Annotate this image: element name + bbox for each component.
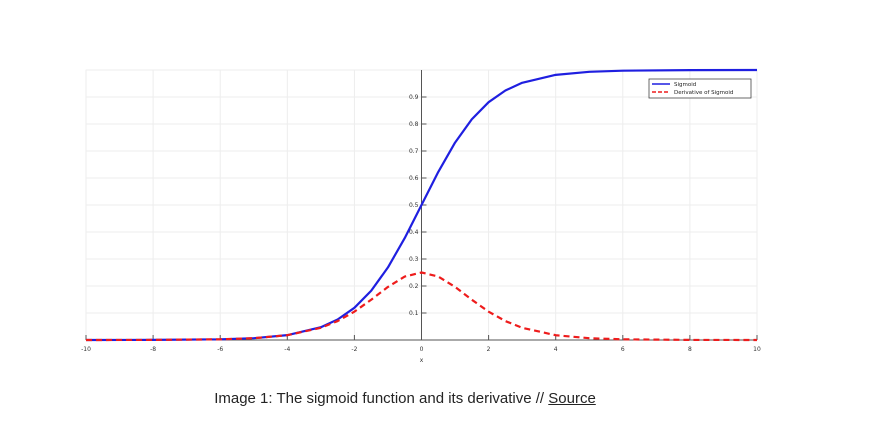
x-tick-label: 2 <box>487 346 491 353</box>
x-tick-label: -6 <box>217 346 223 353</box>
x-tick-label: -10 <box>81 346 91 353</box>
caption-text: Image 1: The sigmoid function and its de… <box>214 390 549 407</box>
y-tick-label: 0.1 <box>409 310 419 317</box>
y-tick-label: 0.7 <box>409 148 419 155</box>
series-line-derivative <box>85 271 758 342</box>
x-tick-label: -2 <box>351 346 357 353</box>
x-tick-label: 0 <box>420 346 424 353</box>
x-axis-label: x <box>420 357 424 364</box>
y-tick-label: 0.3 <box>409 256 419 263</box>
y-tick-label: 0.6 <box>409 175 419 182</box>
x-tick-label: 6 <box>621 346 625 353</box>
y-tick-label: 0.9 <box>409 94 419 101</box>
y-tick-label: 0.4 <box>409 229 419 236</box>
x-tick-label: 10 <box>753 346 761 353</box>
sigmoid-chart: -10 -8 -6 -4 -2 0 2 4 6 8 10 0.1 0.2 0.3 0.4 0.5 0.6 0.7 0… <box>81 68 761 364</box>
x-tick-label: -4 <box>284 346 290 353</box>
chart-svg: -10 -8 -6 -4 -2 0 2 4 6 8 10 0.1 0.2 0.3 0.4 0.5 0.6 0.7 0… <box>81 68 761 364</box>
x-tick-label: 4 <box>554 346 558 353</box>
y-tick-label: 0.2 <box>409 283 419 290</box>
legend-label: Sigmoid <box>674 82 696 88</box>
x-tick-label: 8 <box>688 346 692 353</box>
legend-box <box>648 78 752 99</box>
legend-label: Derivative of Sigmoid <box>674 90 733 96</box>
x-tick-label: -8 <box>150 346 156 353</box>
figure-caption: Image 1: The sigmoid function and its de… <box>0 390 810 407</box>
source-link[interactable]: Source <box>548 390 596 407</box>
y-tick-label: 0.5 <box>409 202 419 209</box>
y-tick-label: 0.8 <box>409 121 419 128</box>
